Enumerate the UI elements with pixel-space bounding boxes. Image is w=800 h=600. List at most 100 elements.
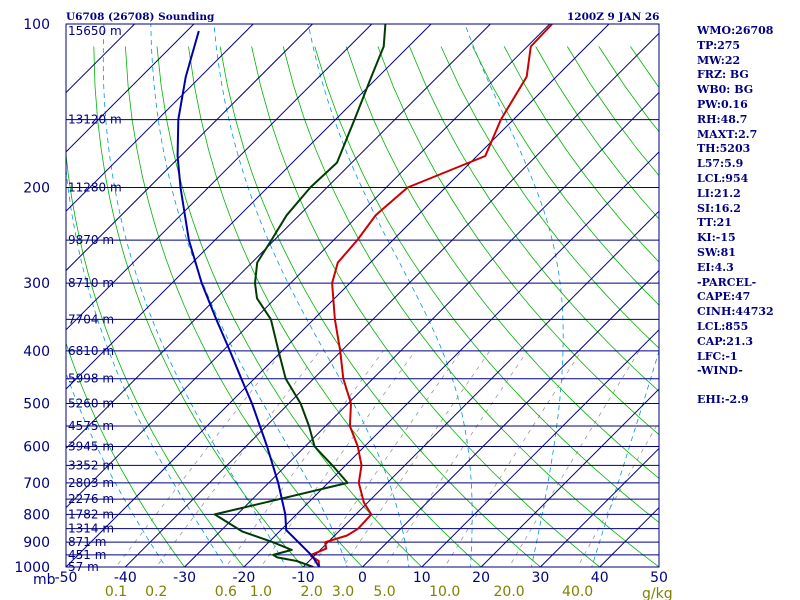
- mixing-ratio-label: 1.0: [250, 584, 272, 600]
- isobars: [66, 24, 659, 567]
- index-lcl: LCL:954: [697, 171, 749, 185]
- isotherm-line: [124, 32, 659, 567]
- pressure-label: 100: [23, 17, 50, 33]
- dry-adiabat-line: [156, 46, 423, 567]
- isotherm-line: [66, 24, 551, 509]
- temperature-trace: [310, 24, 553, 567]
- moist-adiabat-line: [102, 24, 287, 567]
- height-label: 5260 m: [68, 397, 114, 411]
- dry-adiabat-line: [93, 46, 304, 567]
- height-label: 11280 m: [68, 180, 122, 194]
- temperature-label: 10: [413, 570, 431, 586]
- height-label: 3945 m: [68, 440, 114, 454]
- mixing-ratio-line: [342, 350, 491, 567]
- mixing-ratio-line: [155, 350, 320, 567]
- temperature-label: 40: [591, 570, 609, 586]
- dry-adiabat-line: [440, 46, 659, 349]
- mixing-ratio-label: 20.0: [494, 584, 525, 600]
- pressure-label: 200: [23, 180, 50, 196]
- moist-adiabat-line: [591, 349, 659, 567]
- dry-adiabat-line: [66, 341, 186, 567]
- temperature-label: -40: [114, 570, 137, 586]
- height-label: 451 m: [68, 548, 106, 562]
- index-parcel-lcl: LCL:855: [697, 319, 749, 333]
- index-tt: TT:21: [697, 216, 732, 230]
- dry-adiabat-line: [314, 46, 659, 523]
- wind-section-header: -WIND-: [697, 364, 743, 378]
- dry-adiabat-line: [409, 46, 659, 392]
- mixing-ratio-line: [311, 350, 462, 567]
- pressure-label: 800: [23, 507, 50, 523]
- pressure-label: 900: [23, 535, 50, 551]
- isotherm-line: [480, 388, 659, 567]
- temperature-label: 50: [650, 570, 668, 586]
- index-si: SI:16.2: [697, 201, 741, 215]
- index-cape: CAPE:47: [697, 290, 751, 304]
- pressure-axis-labels: 100 200 300 400 500 600 700 800 900 1000: [14, 17, 50, 576]
- index-th: TH:5203: [697, 142, 751, 156]
- dry-adiabat-line: [345, 46, 659, 479]
- mixing-ratio-line: [577, 420, 659, 567]
- temperature-axis-labels: -50 -40 -30 -20 -10 0 10 20 30 40 50: [55, 570, 668, 586]
- dry-adiabat-line: [219, 46, 542, 567]
- index-frz: FRZ: BG: [697, 68, 749, 82]
- isotherm-line: [66, 24, 373, 331]
- isotherms: [66, 24, 659, 567]
- temperature-label: -20: [232, 570, 255, 586]
- isotherm-line: [66, 24, 313, 272]
- temperature-label: -30: [173, 570, 196, 586]
- index-l57: L57:5.9: [697, 157, 744, 171]
- mixing-ratio-line: [260, 350, 416, 567]
- temperature-label: 20: [472, 570, 490, 586]
- height-label: 15650 m: [68, 24, 122, 38]
- index-wmo: WMO:26708: [697, 24, 774, 37]
- temperature-label: 0: [358, 570, 367, 586]
- mixing-ratio-unit-label: g/kg: [642, 586, 673, 600]
- height-label: 5998 m: [68, 372, 114, 386]
- chart-title: U6708 (26708) Sounding: [66, 11, 215, 23]
- height-label: 7704 m: [68, 312, 114, 326]
- isotherm-line: [362, 269, 659, 567]
- isotherm-line: [66, 24, 610, 567]
- pressure-label: 300: [23, 276, 50, 292]
- moist-adiabat-line: [213, 24, 410, 567]
- pressure-label: 500: [23, 397, 50, 413]
- index-ki: KI:-15: [697, 231, 736, 245]
- temperature-label: 30: [531, 570, 549, 586]
- mixing-ratio-lines: [115, 350, 659, 567]
- isotherm-line: [184, 91, 659, 567]
- index-tp: TP:275: [697, 38, 741, 52]
- height-label: 2803 m: [68, 476, 114, 490]
- index-cinh: CINH:44732: [697, 305, 774, 319]
- temperature-label: -50: [55, 570, 78, 586]
- index-mw: MW:22: [697, 53, 741, 67]
- index-maxt: MAXT:2.7: [697, 127, 758, 141]
- height-label: 8710 m: [68, 276, 114, 290]
- height-label: 9870 m: [68, 233, 114, 247]
- height-label: 13120 m: [68, 113, 122, 127]
- indices-panel: WMO:26708 TP:275 MW:22 FRZ: BG WB0: BG P…: [697, 24, 800, 408]
- pressure-label: 1000: [14, 560, 50, 576]
- index-pw: PW:0.16: [697, 97, 748, 111]
- index-ehi: EHI:-2.9: [697, 393, 749, 407]
- mixing-ratio-line: [444, 350, 582, 567]
- height-label: 57 m: [68, 560, 99, 574]
- dry-adiabat-line: [125, 46, 364, 567]
- isotherm-line: [66, 24, 254, 212]
- pressure-label: 700: [23, 476, 50, 492]
- moist-adiabat-line: [66, 164, 226, 567]
- index-wb0: WB0: BG: [697, 83, 754, 97]
- isotherm-line: [66, 24, 432, 390]
- height-label: 871 m: [68, 535, 106, 549]
- chart-datetime: 1200Z 9 JAN 26: [567, 11, 660, 23]
- index-lfc: LFC:-1: [697, 349, 738, 363]
- height-label: 2276 m: [68, 492, 114, 506]
- height-label: 4575 m: [68, 419, 114, 433]
- isotherm-line: [243, 151, 659, 567]
- isotherm-line: [66, 24, 195, 153]
- mixing-ratio-line: [384, 350, 528, 567]
- height-labels: 15650 m 13120 m 11280 m 9870 m 8710 m 7704 m 6…: [68, 24, 122, 574]
- moist-adiabats: [66, 24, 659, 567]
